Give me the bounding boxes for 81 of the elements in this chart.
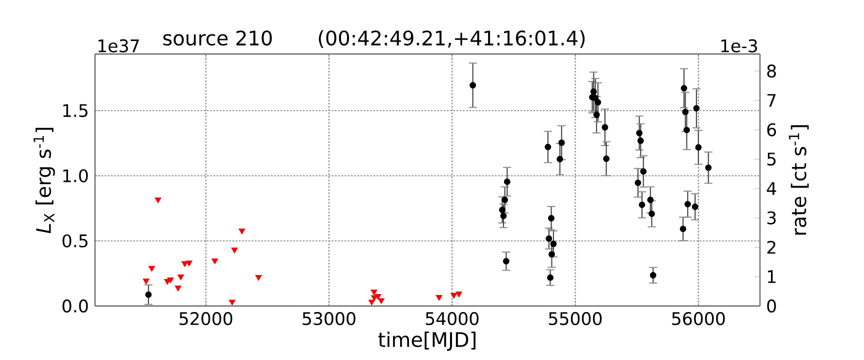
y2-tick-label: 7 bbox=[767, 94, 776, 107]
point bbox=[637, 138, 644, 144]
point bbox=[548, 215, 554, 222]
x-tick-label: 53000 bbox=[302, 312, 356, 326]
point bbox=[603, 155, 610, 162]
point bbox=[182, 261, 188, 268]
point bbox=[692, 204, 698, 210]
point bbox=[594, 99, 602, 106]
x-tick-label: 56000 bbox=[672, 312, 725, 326]
point bbox=[231, 248, 238, 254]
point bbox=[470, 82, 476, 88]
point bbox=[680, 226, 686, 232]
point bbox=[590, 88, 597, 95]
y2-tick-label: 3 bbox=[767, 211, 776, 224]
point bbox=[212, 258, 218, 264]
point bbox=[558, 139, 565, 146]
point bbox=[634, 180, 642, 186]
point bbox=[228, 300, 236, 306]
y2-tick-label: 5 bbox=[767, 152, 776, 166]
point bbox=[499, 206, 506, 214]
point bbox=[238, 228, 246, 234]
x-tick-label: 54000 bbox=[426, 312, 479, 326]
point bbox=[502, 196, 508, 204]
point bbox=[500, 212, 507, 220]
y-tick-label: 0.5 bbox=[62, 234, 88, 248]
point bbox=[167, 278, 174, 284]
point bbox=[682, 108, 689, 116]
point bbox=[174, 286, 182, 292]
y2-axis-title: rate [ct s$^{-1}$] bbox=[788, 125, 809, 235]
point bbox=[602, 124, 608, 131]
point bbox=[374, 294, 382, 300]
point bbox=[648, 210, 655, 217]
y-tick-label: 0.0 bbox=[62, 299, 88, 313]
point bbox=[456, 292, 462, 298]
x-axis-title: time[MJD] bbox=[378, 332, 476, 351]
point bbox=[680, 85, 688, 92]
point bbox=[544, 144, 552, 150]
text: 1e37 bbox=[98, 39, 139, 52]
y-axis-title: L$_{X}$ [erg s$^{-1}$] bbox=[34, 128, 55, 234]
point bbox=[148, 266, 156, 272]
point bbox=[154, 197, 162, 204]
point bbox=[186, 260, 192, 266]
point bbox=[593, 111, 600, 118]
y2-tick-label: 6 bbox=[767, 123, 776, 136]
point bbox=[638, 202, 646, 208]
x-tick-label: 52000 bbox=[180, 312, 232, 326]
y2-tick-label: 8 bbox=[767, 64, 776, 78]
point bbox=[502, 258, 510, 264]
point bbox=[504, 178, 510, 185]
point bbox=[142, 278, 150, 284]
point bbox=[705, 164, 712, 171]
point bbox=[145, 291, 152, 298]
point bbox=[556, 156, 564, 162]
point bbox=[693, 105, 700, 112]
y-tick-label: 1.5 bbox=[63, 104, 88, 118]
x-tick-label: 55000 bbox=[549, 312, 602, 326]
y2-tick-label: 1 bbox=[768, 270, 776, 283]
chart-title: source 210 bbox=[163, 30, 272, 46]
point bbox=[450, 292, 458, 299]
point bbox=[695, 144, 702, 151]
point bbox=[436, 295, 442, 301]
point bbox=[684, 126, 690, 134]
point bbox=[378, 298, 385, 304]
point bbox=[255, 274, 262, 281]
y2-tick-label: 2 bbox=[767, 240, 776, 254]
point bbox=[684, 200, 691, 208]
point bbox=[547, 274, 554, 281]
point bbox=[370, 290, 378, 296]
y-tick-label: 1.0 bbox=[63, 169, 88, 182]
chart-subtitle: (00:42:49.21,+41:16:01.4) bbox=[318, 30, 585, 48]
point bbox=[647, 196, 654, 204]
point bbox=[178, 274, 184, 280]
text: 1e-3 bbox=[721, 39, 757, 52]
y2-tick-label: 0 bbox=[767, 299, 776, 313]
point bbox=[636, 130, 643, 136]
point bbox=[640, 168, 647, 175]
point bbox=[546, 235, 552, 242]
y2-tick-label: 4 bbox=[766, 182, 776, 195]
point bbox=[368, 300, 375, 306]
point bbox=[650, 272, 656, 278]
point bbox=[548, 251, 555, 258]
